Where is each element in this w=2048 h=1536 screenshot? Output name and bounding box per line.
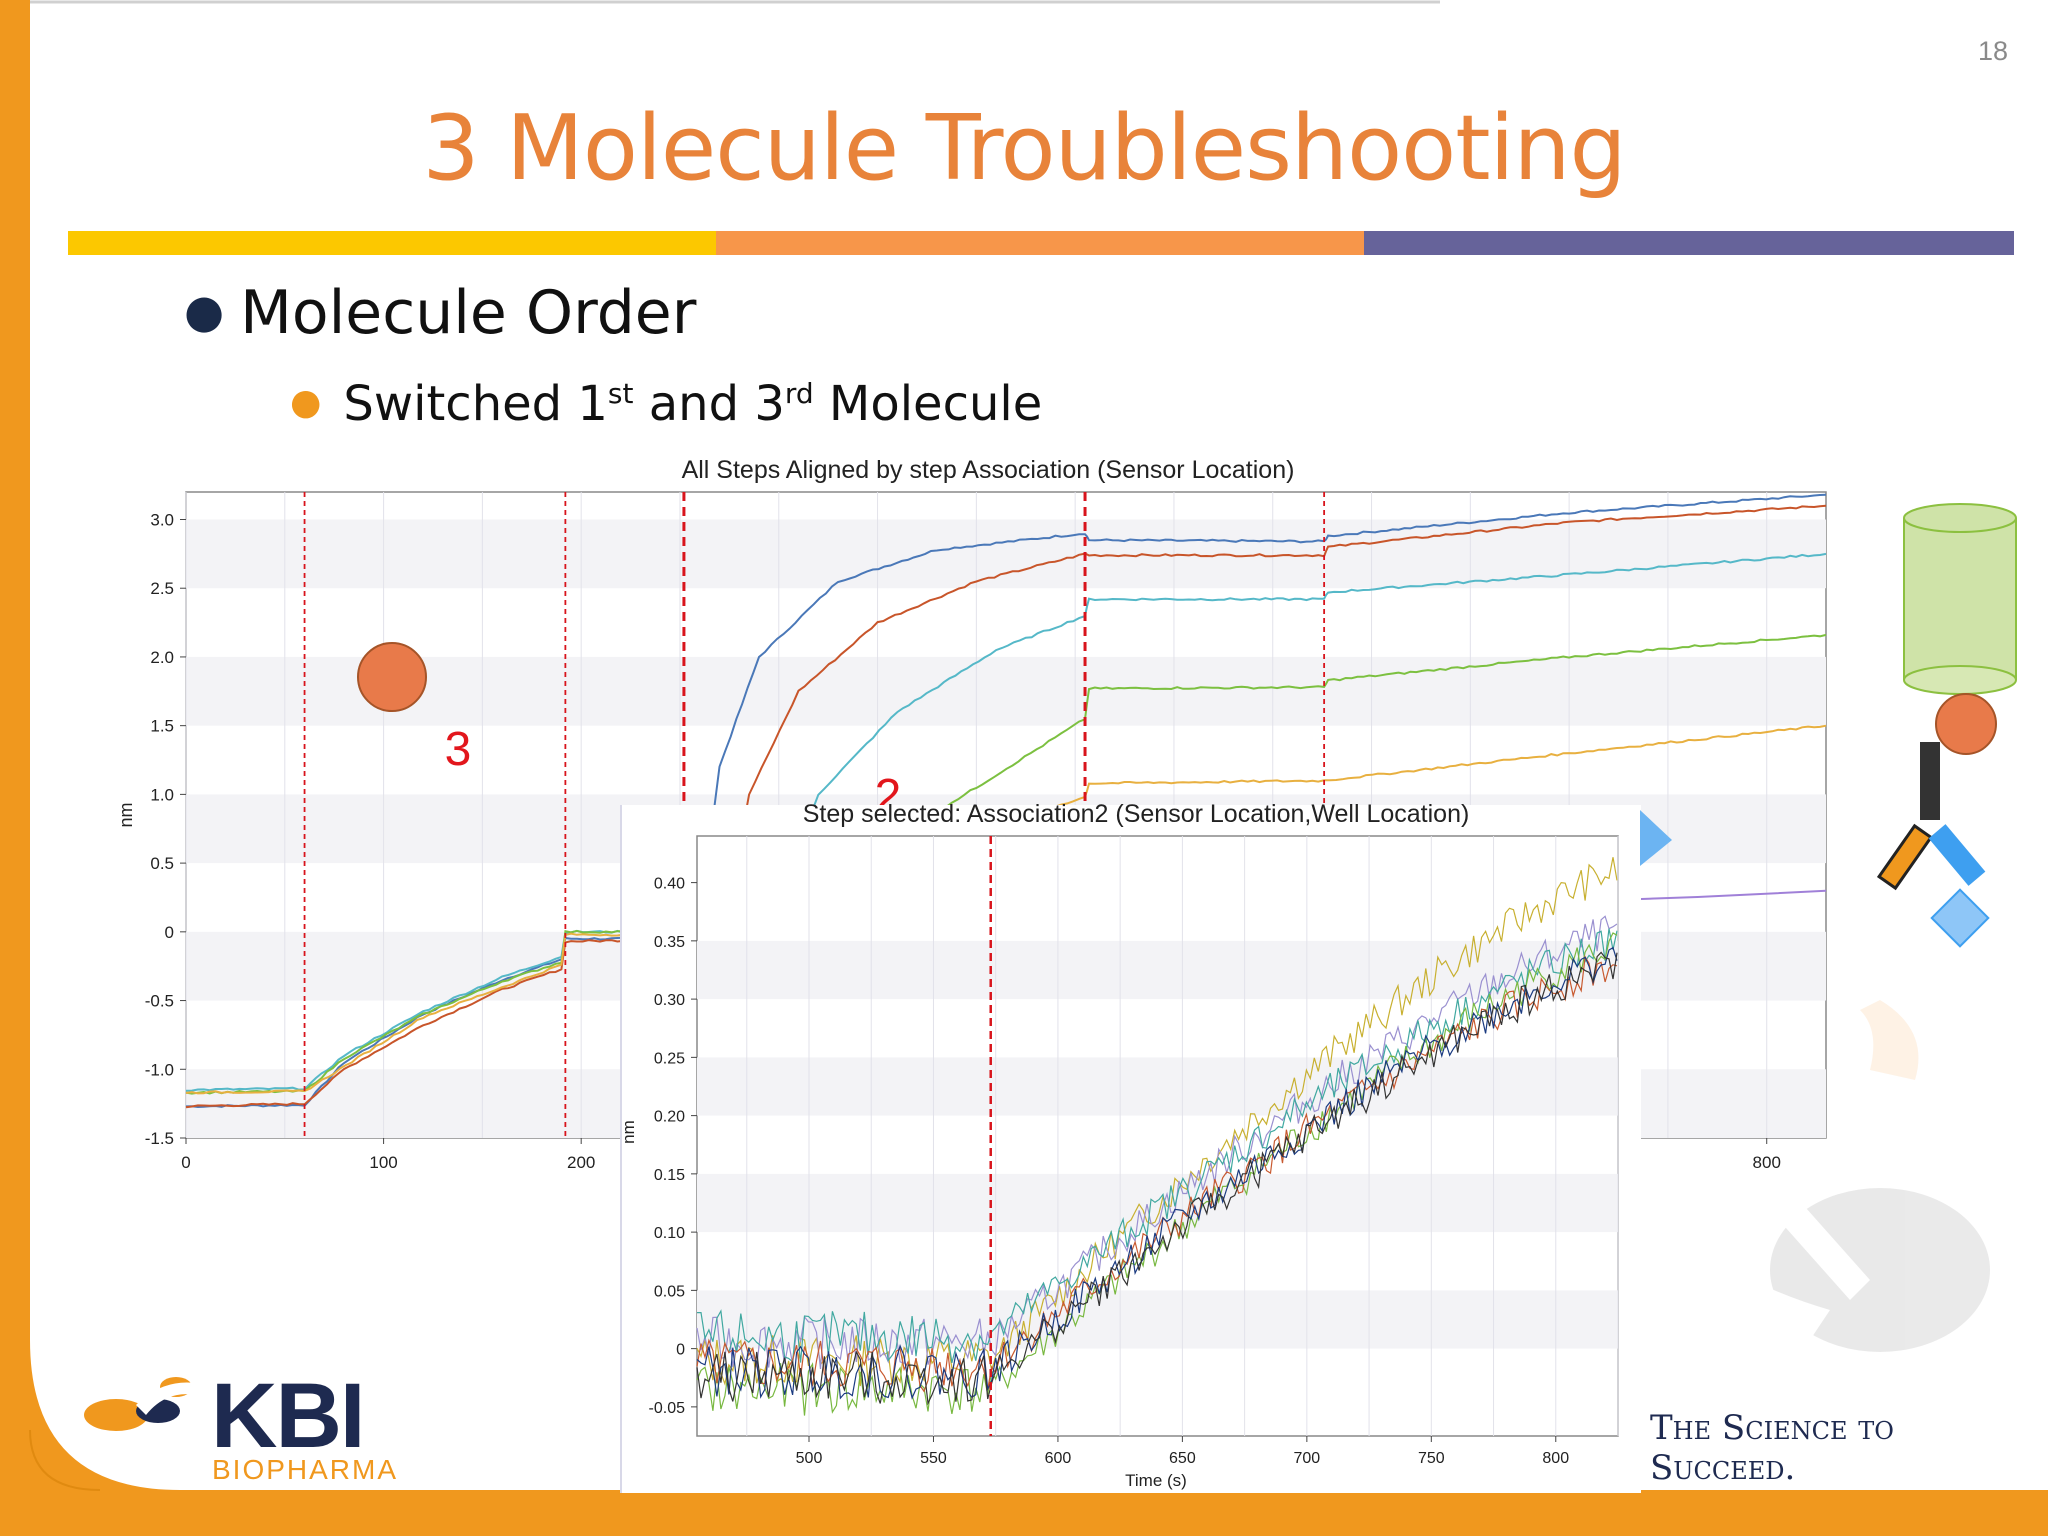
sensor-cylinder-icon	[1903, 503, 2017, 695]
grid-band	[697, 940, 1618, 1000]
inset-chart-title: Step selected: Association2 (Sensor Loca…	[803, 800, 1470, 828]
y-tick-label: 0.05	[654, 1283, 685, 1300]
bullet-dot: ●	[184, 284, 225, 338]
x-tick-label: 700	[1293, 1450, 1320, 1467]
y-tick-label: 1.0	[150, 785, 174, 804]
main-series-line	[185, 633, 1827, 1095]
molecule-1-circle	[1935, 693, 1997, 755]
inset-series-line	[696, 915, 1618, 1369]
y-tick-label: 0.15	[654, 1167, 685, 1184]
inset-series-line	[696, 951, 1618, 1406]
y-tick-label: 0.25	[654, 1050, 685, 1067]
main-chart-title: All Steps Aligned by step Association (S…	[682, 456, 1295, 484]
x-tick-label: 500	[796, 1450, 823, 1467]
slide-number: 18	[1977, 36, 2008, 66]
kbi-swoosh-icon	[84, 1377, 206, 1431]
x-tick-label: 750	[1418, 1450, 1445, 1467]
title-color-bar	[68, 231, 2014, 255]
x-tick-label: 0	[181, 1153, 190, 1172]
y-tick-label: 3.0	[150, 510, 174, 529]
bullet2-sup-b: rd	[784, 377, 814, 410]
y-tick-label: 0.20	[654, 1109, 685, 1126]
bar-segment-yellow	[68, 231, 716, 255]
antibody-left-icon	[1876, 823, 1934, 891]
bullet2-text-c: Molecule	[813, 376, 1043, 432]
molecule-2-diamond	[1930, 888, 1990, 948]
linker-bar-icon	[1920, 742, 1940, 820]
y-tick-label: 2.5	[150, 579, 174, 598]
x-tick-label: 200	[567, 1153, 595, 1172]
main-series-line	[185, 504, 1827, 1109]
y-tick-label: 0	[165, 923, 174, 942]
inset-chart-xlabel: Time (s)	[1125, 1471, 1187, 1490]
tagline: The Science to Succeed.	[1650, 1408, 1894, 1488]
y-tick-label: 0.10	[654, 1225, 685, 1242]
inset-series-line	[696, 954, 1618, 1393]
grid-band	[186, 656, 1826, 726]
y-tick-label: -1.5	[145, 1129, 174, 1148]
bar-segment-purple	[1364, 231, 2014, 255]
y-tick-label: -0.5	[145, 992, 174, 1011]
grid-band	[697, 1057, 1618, 1116]
bullet-level2: ● Switched 1st and 3rd Molecule	[290, 376, 1042, 432]
slide-title: 3 Molecule Troubleshooting	[422, 96, 1626, 201]
bullet2-text-b: and 3	[633, 376, 785, 432]
y-tick-label: 0.40	[654, 876, 685, 893]
y-tick-label: 0.30	[654, 992, 685, 1009]
x-tick-label: 650	[1169, 1450, 1196, 1467]
annotation-3: 3	[445, 723, 472, 776]
grid-band	[697, 1173, 1618, 1233]
kbi-logo: KBI BIOPHARMA	[84, 1365, 396, 1485]
bullet-level1: ● Molecule Order	[184, 278, 696, 348]
inset-chart-ylabel: nm	[619, 1120, 638, 1144]
y-tick-label: -1.0	[145, 1060, 174, 1079]
bullet-text: Molecule Order	[240, 278, 697, 348]
inset-series-line	[696, 946, 1618, 1400]
y-tick-label: -0.05	[649, 1400, 686, 1417]
partial-triangle-icon	[1640, 810, 1672, 866]
y-tick-label: 0.35	[654, 934, 685, 951]
x-tick-label: 100	[369, 1153, 397, 1172]
y-tick-label: 1.5	[150, 717, 174, 736]
kbi-logo-subtext: BIOPHARMA	[212, 1454, 396, 1485]
main-chart-ylabel: nm	[116, 802, 136, 827]
y-tick-label: 0	[676, 1342, 685, 1359]
y-tick-label: 0.5	[150, 854, 174, 873]
inset-series-line	[696, 857, 1618, 1387]
main-series-line	[185, 552, 1827, 1092]
inset-series-line	[696, 932, 1618, 1416]
kbi-logo-text: KBI	[211, 1365, 363, 1467]
bullet2-sup-a: st	[607, 377, 634, 410]
molecule-3-circle	[357, 642, 427, 712]
watermark-graphic	[1680, 1000, 1990, 1352]
x-tick-label: 800	[1753, 1153, 1781, 1172]
x-tick-label: 550	[920, 1450, 947, 1467]
antibody-right-icon	[1928, 824, 1986, 886]
y-tick-label: 2.0	[150, 648, 174, 667]
bar-segment-orange	[716, 231, 1364, 255]
x-tick-label: 600	[1045, 1450, 1072, 1467]
bullet2-text-a: Switched 1	[343, 376, 608, 432]
x-tick-label: 800	[1542, 1450, 1569, 1467]
bullet-dot: ●	[290, 382, 322, 423]
